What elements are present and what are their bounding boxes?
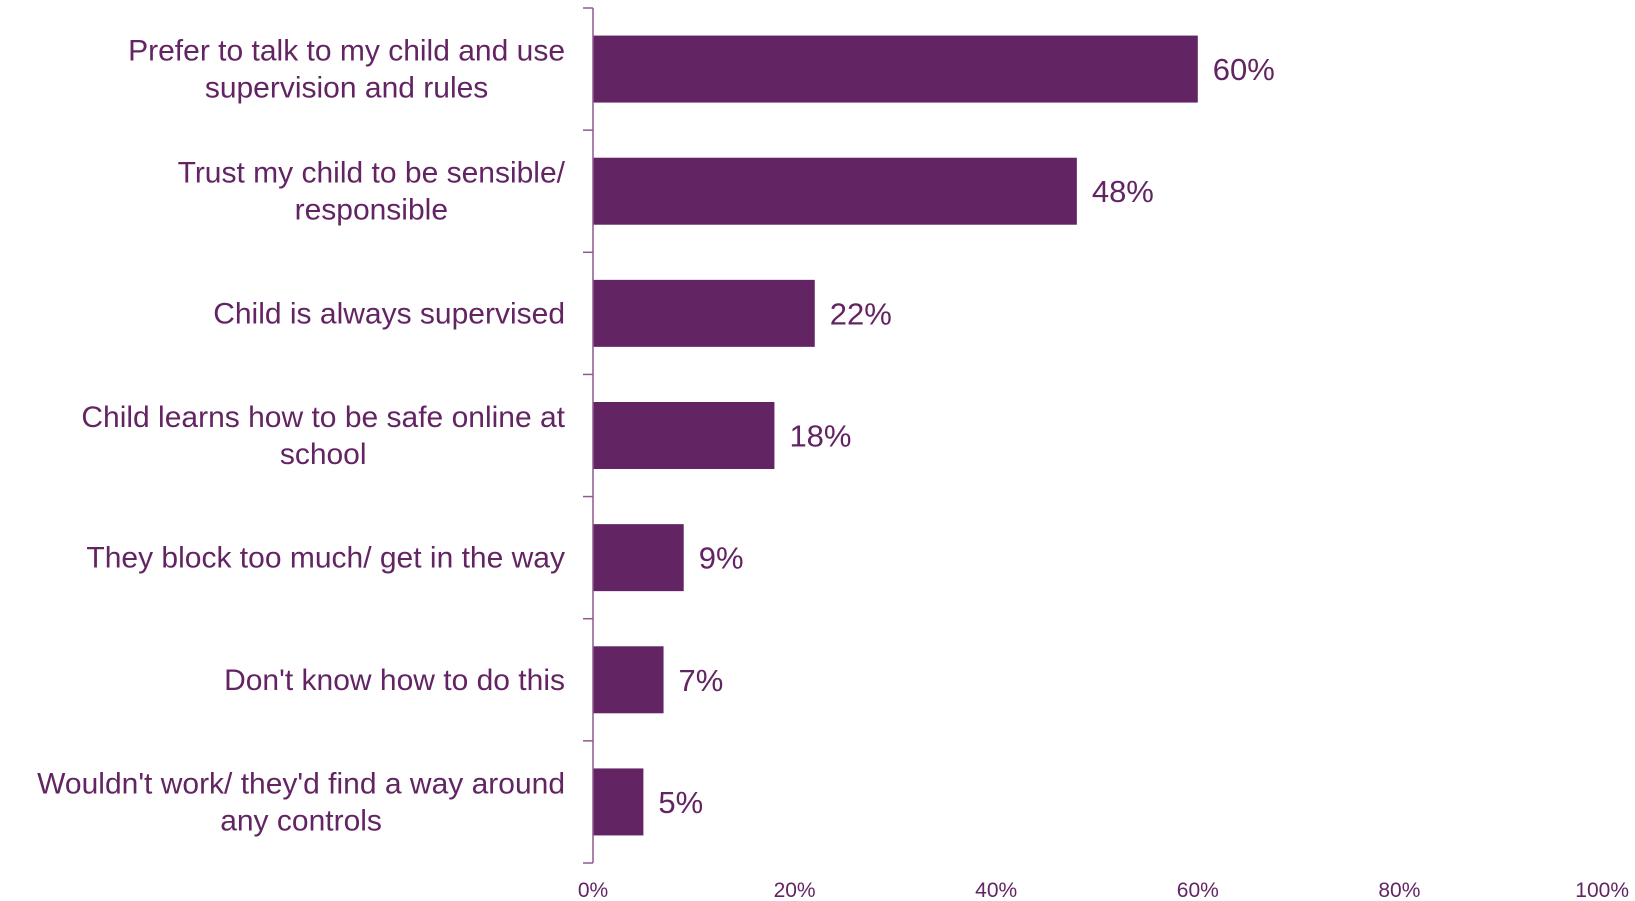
- category-label-line: Child learns how to be safe online at: [81, 401, 565, 434]
- category-label-line: Child is always supervised: [213, 297, 565, 330]
- category-label-line: responsible: [295, 194, 448, 227]
- category-label-line: any controls: [220, 804, 382, 837]
- x-tick-label: 0%: [578, 879, 608, 901]
- data-label: 5%: [658, 785, 703, 820]
- bar: [593, 524, 684, 592]
- axis-layer: [583, 7, 594, 864]
- x-tick-label: 80%: [1378, 879, 1420, 901]
- labels-layer: 60% Prefer to talk to my child and use sup…: [37, 35, 1629, 901]
- bar: [593, 279, 815, 347]
- category-label-line: Wouldn't work/ they'd find a way around: [37, 767, 565, 800]
- data-label: 18%: [789, 419, 851, 454]
- category-label-line: supervision and rules: [205, 72, 489, 105]
- category-label: Trust my child to be sensible/responsibl…: [178, 157, 566, 227]
- category-label-line: Don't know how to do this: [224, 664, 565, 697]
- category-label: Wouldn't work/ they'd find a way around a…: [37, 767, 565, 837]
- x-tick-label: 100%: [1575, 879, 1629, 901]
- bar: [593, 157, 1077, 225]
- data-label: 48%: [1092, 174, 1154, 209]
- category-label: Child learns how to be safe online at sch…: [81, 401, 565, 471]
- category-label: They block too much/ get in the way: [86, 542, 565, 575]
- category-label-line: They block too much/ get in the way: [86, 542, 565, 575]
- x-tick-label: 20%: [774, 879, 816, 901]
- category-label-line: Trust my child to be sensible/: [178, 157, 566, 190]
- category-label: Prefer to talk to my child and use superv…: [128, 35, 565, 105]
- bar: [593, 402, 775, 469]
- data-label: 7%: [679, 663, 724, 698]
- category-label-line: school: [280, 438, 367, 471]
- bars-layer: [593, 35, 1198, 836]
- category-label-line: Prefer to talk to my child and use: [128, 35, 565, 68]
- data-label: 60%: [1213, 52, 1275, 87]
- category-label: Don't know how to do this: [224, 664, 565, 697]
- bar: [593, 646, 664, 714]
- data-label: 22%: [830, 296, 892, 331]
- bar: [593, 768, 644, 836]
- x-tick-label: 60%: [1177, 879, 1219, 901]
- bar: [593, 35, 1198, 103]
- x-tick-label: 40%: [975, 879, 1017, 901]
- data-label: 9%: [699, 541, 744, 576]
- category-label: Child is always supervised: [213, 297, 565, 330]
